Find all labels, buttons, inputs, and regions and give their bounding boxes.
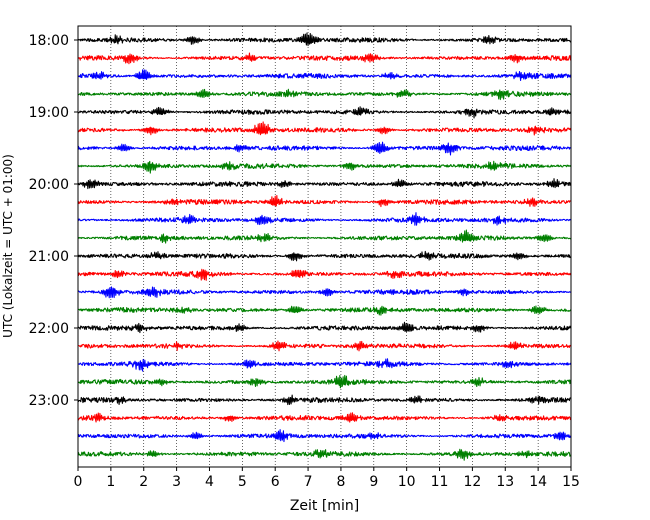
seismogram-trace [77,121,572,136]
seismogram-trace [77,212,572,226]
seismogram-trace [77,160,572,174]
seismogram-trace [77,448,572,461]
seismogram-trace [77,194,572,208]
seismogram-trace [77,374,572,389]
seismogram-trace [77,141,572,156]
seismogram-trace [77,250,572,262]
y-tick-label: 21:00 [29,249,69,265]
seismogram-trace [77,412,572,423]
y-tick-label: 20:00 [29,177,69,193]
seismogram-trace [77,32,572,47]
seismogram-trace [77,286,572,299]
x-tick-label: 1 [106,474,115,490]
x-tick-label: 2 [139,474,148,490]
seismogram-trace [77,429,572,443]
x-tick-label: 11 [431,474,449,490]
seismogram-trace [77,340,572,352]
x-tick-label: 3 [172,474,181,490]
x-tick-label: 9 [369,474,378,490]
y-tick-label: 18:00 [29,33,69,49]
x-tick-label: 13 [496,474,514,490]
y-tick-label: 19:00 [29,105,69,121]
trace-layer [77,32,572,461]
x-axis-ticks: 0 1 2 3 4 5 6 7 8 9 10 11 12 13 14 15 [74,467,580,490]
x-axis-label: Zeit [min] [290,498,359,514]
seismogram-trace [77,229,572,244]
seismogram-trace [77,52,572,65]
x-tick-label: 6 [271,474,280,490]
seismogram-trace [77,305,572,316]
y-tick-label: 22:00 [29,321,69,337]
x-tick-label: 15 [562,474,580,490]
seismogram-trace [77,394,572,406]
x-tick-label: 4 [205,474,214,490]
seismogram-trace [77,88,572,101]
x-tick-label: 7 [304,474,313,490]
seismogram-trace [77,268,572,281]
x-tick-label: 0 [74,474,83,490]
x-tick-label: 12 [463,474,481,490]
y-tick-label: 23:00 [29,393,69,409]
plot-frame [77,25,572,468]
x-tick-label: 8 [336,474,345,490]
x-tick-label: 5 [238,474,247,490]
seismogram-trace [77,358,572,372]
y-axis-ticks: 18:00 19:00 20:00 21:00 22:00 23:00 [29,33,78,409]
seismogram-trace [77,69,572,82]
x-tick-label: 10 [398,474,416,490]
y-axis-label: UTC (Lokalzeit = UTC + 01:00) [1,154,15,338]
x-tick-label: 14 [529,474,547,490]
seismogram-trace [77,106,572,119]
seismogram-trace [77,178,572,190]
seismogram-trace [77,321,572,334]
